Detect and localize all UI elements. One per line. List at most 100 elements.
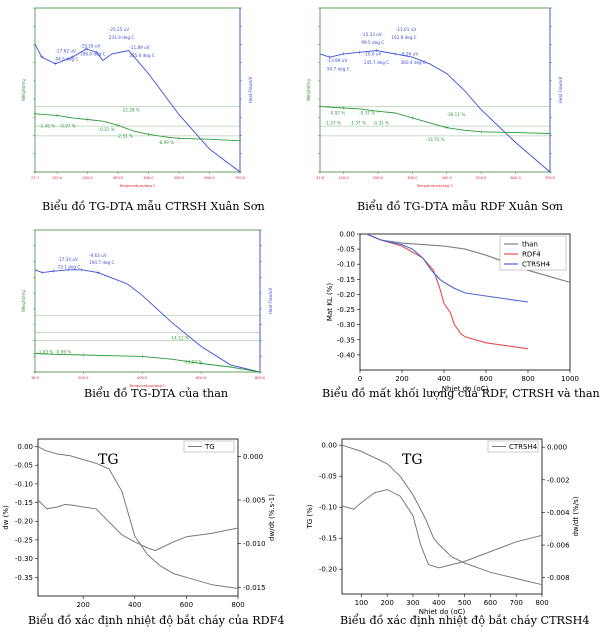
y-tick-label-right: -0.006 [547, 542, 570, 550]
series-line-dtg [37, 499, 239, 552]
annotation-label: 94.5 deg C [56, 56, 79, 61]
x-axis-label: Nhiet do (oC) [442, 385, 489, 393]
annotation-label: -1.37 % [350, 120, 366, 125]
plot-frame [359, 233, 571, 371]
x-tick-label: 600.0 [196, 376, 207, 380]
y-axis-label-left: dw (%) [2, 505, 10, 530]
y-axis-label-right: Heat Flow/uV [558, 76, 563, 103]
x-axis-label: Temperature/deg C [128, 383, 166, 388]
chart-panel-rdf-tgdta: 31.6 100.0 200.0 300.0 400.0 500.0 600.0 700.0 T… [306, 4, 577, 188]
tg-marker: + [318, 104, 322, 110]
annotation-label: -17.34 uV [58, 257, 78, 262]
x-tick-label: 600.0 [510, 176, 521, 180]
x-tick-label: 400.0 [137, 376, 148, 380]
annotation-label: -13.07 % [184, 359, 203, 364]
annotation-label: -11.89 uV [129, 45, 149, 50]
annotation-label: -14.12 % [170, 335, 189, 340]
x-tick-label: 800.0 [255, 376, 266, 380]
y-tick-label-left: -0.05 [15, 462, 33, 470]
annotation-label: 73.1 deg C [58, 264, 81, 269]
tg-marker: + [146, 132, 150, 138]
annotation-label: -15.33 uV [361, 32, 381, 37]
y-tick-label-left: -0.35 [15, 574, 33, 582]
annotation-label: -0.96 % [55, 350, 71, 355]
annotation-label: 99.5 deg C [361, 40, 384, 45]
y-tick-label-left: -0.15 [15, 499, 33, 507]
ignition-chart-rdf4: 0.00 -0.05 -0.10 -0.15 -0.20 -0.25 -0.30 -0.35 0… [2, 438, 276, 609]
y-tick-label-left: -0.10 [15, 480, 33, 488]
chart-panel-ctrsh4-ignition: 0.00 -0.05 -0.10 -0.15 -0.20 0.000 -0.002 -0.00… [300, 425, 600, 616]
x-tick-label: 100 [355, 599, 368, 607]
tg-marker: + [140, 354, 144, 360]
x-tick-label: 700 [510, 599, 523, 607]
legend-box [487, 440, 539, 453]
x-tick-label: 0 [358, 375, 362, 383]
legend-label: CTRSH4 [509, 443, 538, 451]
caption-ctrsh4-ignition: Biểu đồ xác định nhiệt độ bắt cháy CTRSH… [340, 614, 590, 627]
dta-marker: + [357, 50, 361, 56]
plot-frame [319, 7, 551, 173]
y-tick-label-left: 0.00 [321, 442, 337, 450]
tg-marker: + [177, 136, 181, 142]
x-tick-label: 500 [458, 599, 471, 607]
x-tick-label: 500.0 [476, 176, 487, 180]
tg-marker: + [33, 351, 37, 357]
y-axis-label-left: TG (%) [306, 504, 314, 529]
caption-rdf-tgdta: Biểu đồ TG-DTA mẫu RDF Xuân Sơn [357, 200, 563, 213]
legend-label: TG [204, 443, 215, 451]
y-tick-label-left: -0.20 [319, 566, 337, 574]
x-tick-label: 300 [406, 599, 419, 607]
caption-ctrsh-tgdta: Biểu đồ TG-DTA mẫu CTRSH Xuân Sơn [42, 200, 265, 213]
chart-panel-ctrsh-tgdta: 27.7 100.0 200.0 300.0 400.0 500.0 600.0 700.0 T… [21, 4, 265, 188]
y-tick-label: -0.15 [337, 276, 355, 284]
y-tick-label-left: -0.25 [15, 536, 33, 544]
tg-annotation: TG [402, 452, 423, 468]
x-tick-label: 1000 [561, 375, 579, 383]
y-tick-label-right: -0.015 [243, 584, 266, 592]
x-axis-label: Nhiet do (oC) [419, 608, 466, 616]
chart-panel-mass-loss: 0.00 -0.05 -0.10 -0.15 -0.20 -0.25 -0.30 -0.35 -… [318, 226, 580, 394]
x-tick-label: 36.0 [31, 376, 40, 380]
tg-marker: + [33, 111, 37, 117]
series-line-than [366, 233, 571, 283]
annotation-label: 50.7 deg C [327, 66, 350, 71]
tg-marker: + [410, 115, 414, 121]
x-tick-label: 500.0 [174, 176, 185, 180]
dta-marker: + [96, 270, 100, 276]
tg-curve [34, 353, 261, 373]
annotation-label: -0.97 % [60, 124, 76, 129]
y-tick-label-left: -0.20 [15, 518, 33, 526]
series-line-tg [37, 446, 239, 589]
legend-label: RDF4 [522, 251, 541, 259]
dta-marker: + [374, 48, 378, 54]
tg-marker: + [55, 113, 59, 119]
dta-curve [34, 269, 261, 373]
tg-curve [319, 105, 551, 134]
x-axis-label: Temperature/deg C [118, 183, 156, 188]
y-tick-label: -0.10 [337, 261, 355, 269]
x-tick-label: 27.7 [31, 176, 39, 180]
tg-marker: + [116, 123, 120, 129]
dta-marker: + [52, 269, 56, 275]
tg-marker: + [548, 131, 552, 137]
series-line-ctrsh4 [366, 233, 529, 303]
annotation-label: -1.45 % [39, 124, 55, 129]
annotation-label: -19.16 uV [80, 43, 100, 48]
annotation-label: -10.0 uV [364, 52, 382, 57]
annotation-label: 194.7 deg C [89, 260, 115, 265]
x-axis-label: Temperature/deg C [416, 183, 454, 188]
dta-marker: + [95, 50, 99, 56]
annotation-label: 231.9 deg C [109, 35, 135, 40]
x-tick-label: 800 [521, 375, 534, 383]
annotation-label: -0.37 % [359, 111, 375, 116]
y-tick-label: -0.20 [337, 291, 355, 299]
caption-rdf4-ignition: Biểu đồ xác định nhiệt độ bắt cháy của R… [28, 614, 285, 627]
dta-marker: + [70, 55, 74, 61]
x-tick-label: 400 [432, 599, 445, 607]
y-axis-label-right: Heat Flow/uV [248, 76, 253, 103]
y-tick-label-right: -0.005 [243, 497, 266, 505]
dta-marker: + [66, 267, 70, 273]
x-tick-label: 800 [535, 599, 548, 607]
dta-curve [319, 50, 551, 173]
tg-annotation: TG [98, 452, 119, 468]
